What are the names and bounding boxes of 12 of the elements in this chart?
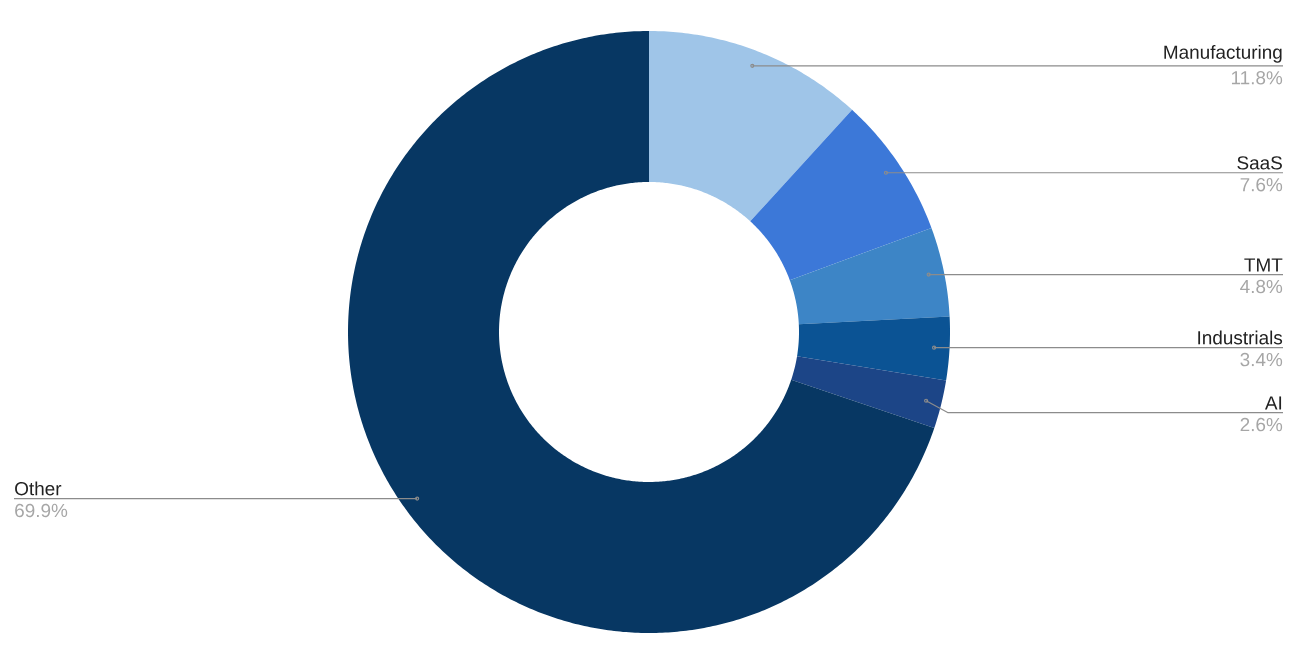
slice-label: Other [15,481,62,496]
slice-label: Manufacturing [1164,45,1282,63]
data-label: 7.6% [1240,177,1283,192]
data-label: 11.8% [1231,71,1283,85]
data-label: 69.9% [15,503,68,518]
slice-label: Industrials [1198,330,1283,345]
data-label: 2.6% [1240,417,1283,432]
data-label: 4.8% [1240,279,1283,294]
slice-label: SaaS [1237,156,1282,170]
slice-label: TMT [1244,258,1283,272]
slice-label: AI [1264,396,1282,410]
data-label: 3.4% [1240,352,1283,367]
